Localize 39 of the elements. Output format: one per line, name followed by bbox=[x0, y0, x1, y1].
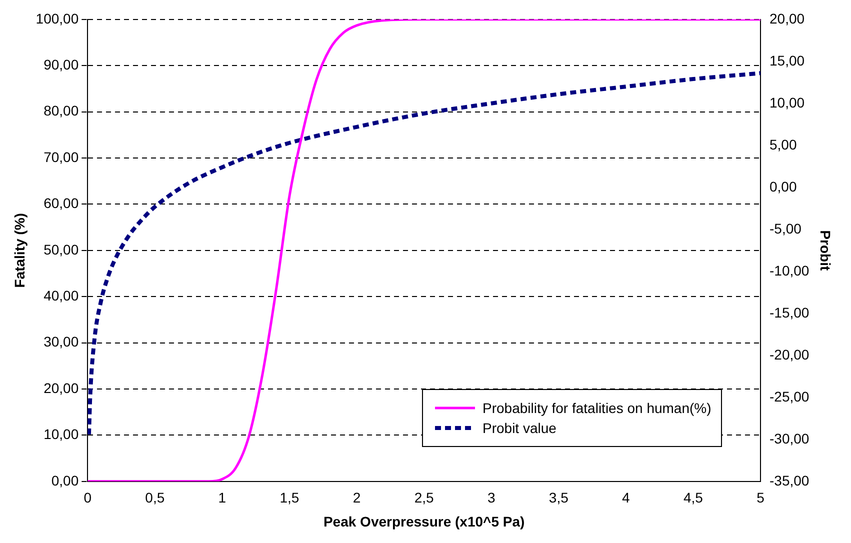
x-tick-label: 5 bbox=[756, 490, 765, 506]
y-axis-title: Fatality (%) bbox=[11, 213, 28, 288]
x-tick-label: 3,5 bbox=[548, 490, 569, 506]
y-tick-label: 10,00 bbox=[44, 426, 79, 442]
y2-tick-label: 20,00 bbox=[770, 10, 805, 26]
y-tick-label: 50,00 bbox=[44, 241, 79, 258]
x-tick-label: 1 bbox=[218, 490, 226, 506]
y-tick-label: 0,00 bbox=[51, 472, 79, 488]
y2-tick-label: 5,00 bbox=[770, 136, 797, 152]
y2-tick-label: -10,00 bbox=[770, 262, 810, 278]
y2-tick-label: 15,00 bbox=[770, 52, 805, 68]
legend-label: Probability for fatalities on human(%) bbox=[482, 400, 712, 416]
y-tick-label: 20,00 bbox=[44, 380, 79, 396]
y2-tick-label: -35,00 bbox=[770, 472, 810, 488]
y2-tick-label: -20,00 bbox=[770, 346, 810, 362]
x-tick-label: 2,5 bbox=[414, 490, 434, 506]
x-tick-label: 1,5 bbox=[280, 490, 300, 506]
y-tick-label: 100,00 bbox=[36, 10, 79, 26]
y2-tick-label: -15,00 bbox=[770, 304, 810, 320]
x-tick-label: 4 bbox=[622, 490, 630, 506]
y2-tick-label: -25,00 bbox=[770, 388, 810, 404]
y-tick-label: 30,00 bbox=[44, 334, 79, 350]
y2-tick-label: -30,00 bbox=[770, 430, 810, 446]
y2-tick-label: -5,00 bbox=[770, 220, 802, 236]
y-tick-label: 80,00 bbox=[44, 102, 79, 119]
x-tick-label: 0,5 bbox=[145, 490, 165, 506]
x-axis-title: Peak Overpressure (x10^5 Pa) bbox=[323, 513, 525, 530]
x-tick-label: 3 bbox=[487, 490, 496, 506]
y-tick-label: 90,00 bbox=[44, 56, 79, 72]
x-tick-label: 2 bbox=[352, 490, 361, 506]
y2-tick-label: 10,00 bbox=[770, 94, 805, 110]
y-tick-label: 70,00 bbox=[44, 148, 79, 165]
x-tick-label: 4,5 bbox=[683, 490, 704, 506]
y2-axis-title: Probit bbox=[818, 230, 834, 271]
x-tick-label: 0 bbox=[84, 490, 92, 506]
y2-tick-label: 0,00 bbox=[770, 178, 797, 194]
legend-label: Probit value bbox=[482, 420, 556, 436]
y-tick-label: 40,00 bbox=[44, 287, 79, 304]
y-tick-label: 60,00 bbox=[44, 195, 79, 212]
